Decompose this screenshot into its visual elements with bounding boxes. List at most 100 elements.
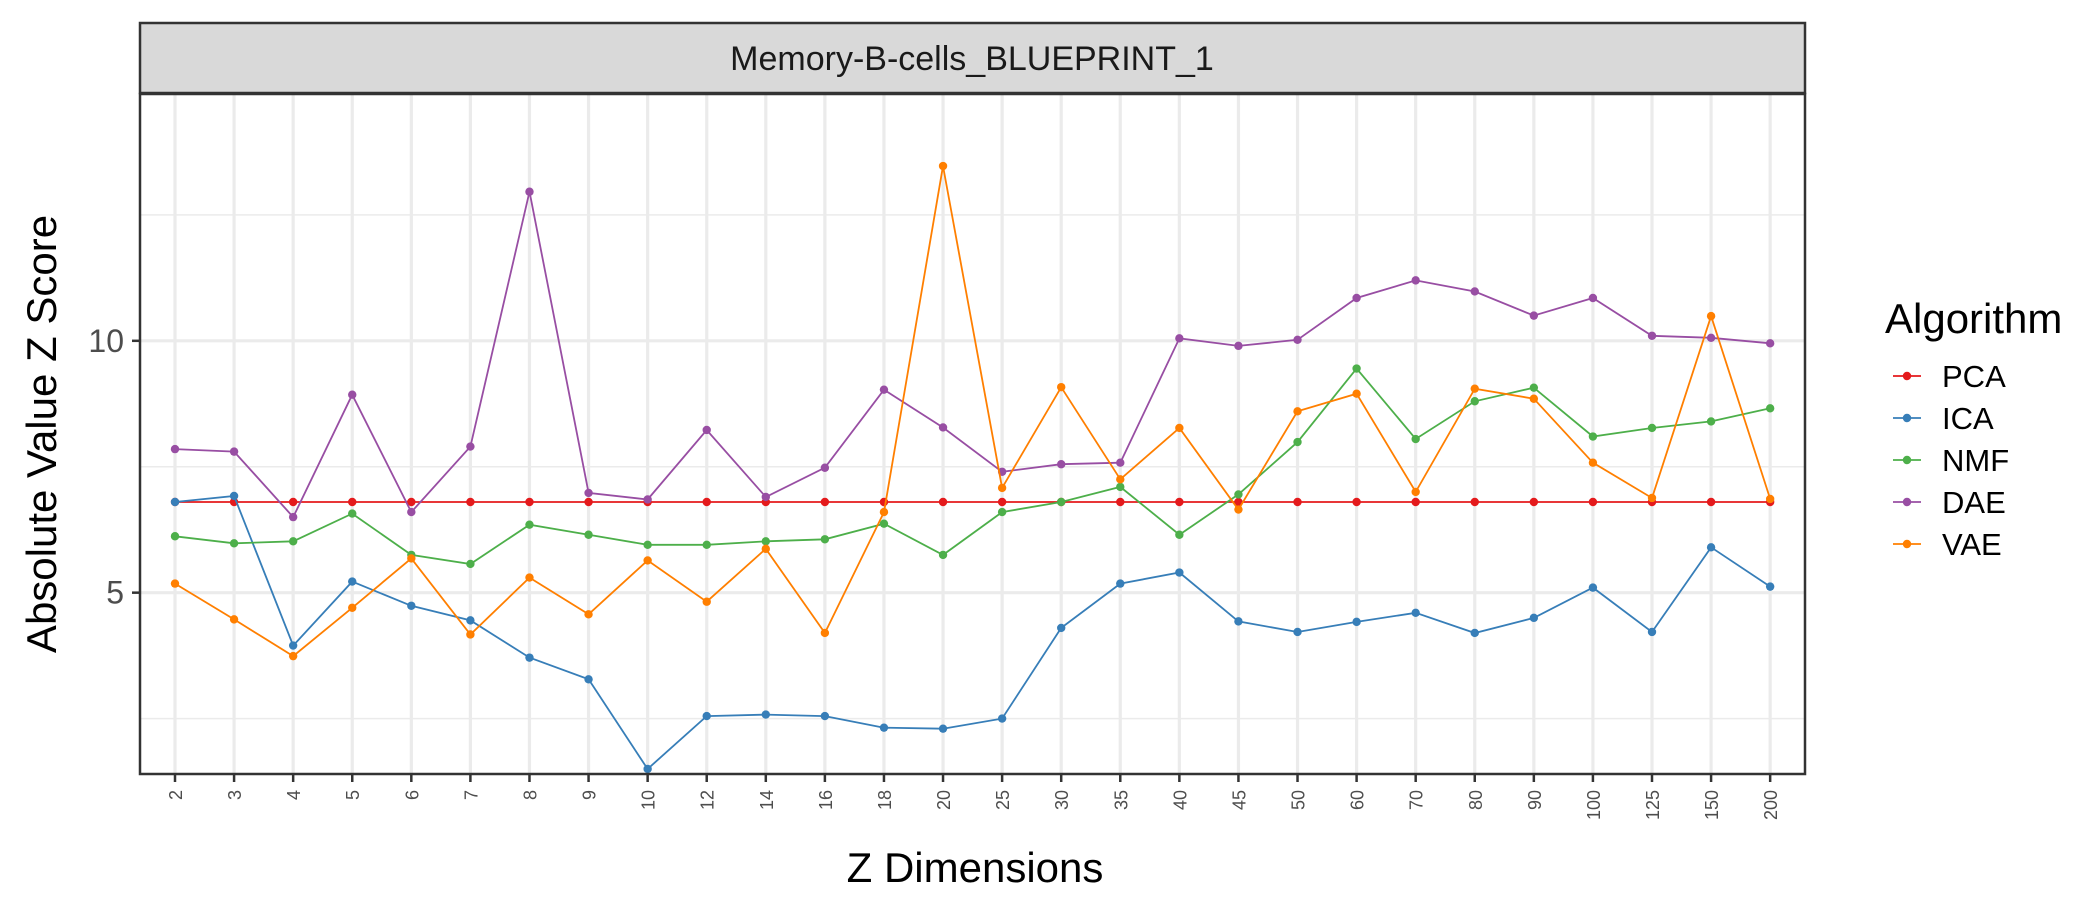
- data-point-vae: [348, 603, 357, 612]
- data-point-dae: [879, 385, 889, 394]
- data-point-dae: [1411, 276, 1420, 285]
- data-point-vae: [466, 630, 475, 639]
- data-point-pca: [702, 497, 711, 507]
- data-point-vae: [1588, 458, 1598, 467]
- x-tick-label: 40: [1170, 790, 1190, 810]
- data-point-nmf: [879, 519, 889, 528]
- data-point-ica: [1234, 617, 1243, 626]
- data-point-nmf: [997, 507, 1007, 517]
- x-tick-label: 30: [1052, 790, 1072, 810]
- data-point-dae: [1765, 339, 1775, 348]
- data-point-nmf: [1765, 404, 1775, 413]
- data-point-pca: [466, 497, 475, 507]
- x-tick-label: 5: [343, 790, 363, 800]
- data-point-dae: [584, 488, 593, 498]
- data-point-pca: [1706, 497, 1716, 507]
- series-lines: [170, 161, 1775, 774]
- data-point-vae: [407, 554, 416, 563]
- data-point-dae: [761, 492, 770, 502]
- x-tick-label: 6: [402, 790, 422, 800]
- x-axis-label: Z Dimensions: [847, 844, 1104, 891]
- data-point-ica: [348, 577, 357, 586]
- chart-title: Memory-B-cells_BLUEPRINT_1: [730, 40, 1214, 78]
- data-point-vae: [1175, 423, 1184, 433]
- data-point-nmf: [1175, 530, 1184, 539]
- data-point-dae: [170, 444, 180, 454]
- legend-item-pca: PCA: [1893, 359, 2006, 394]
- data-point-pca: [938, 497, 948, 507]
- data-point-pca: [1411, 497, 1420, 507]
- data-point-ica: [1765, 582, 1775, 591]
- series-line-vae: [174, 165, 1772, 658]
- plot-panel: [140, 94, 1805, 774]
- data-point-pca: [1234, 497, 1243, 507]
- data-point-nmf: [525, 520, 534, 529]
- data-point-vae: [525, 573, 534, 582]
- data-point-nmf: [1529, 383, 1539, 392]
- data-point-vae: [1765, 494, 1775, 504]
- data-point-nmf: [1234, 490, 1243, 499]
- legend-point-key: [1902, 455, 1912, 465]
- x-tick-label: 9: [580, 790, 600, 800]
- x-tick-label: 12: [698, 790, 718, 810]
- data-point-vae: [1057, 382, 1066, 392]
- data-point-vae: [1647, 493, 1657, 503]
- series-line-dae: [174, 191, 1771, 519]
- data-point-ica: [702, 711, 711, 721]
- data-point-pca: [1352, 497, 1361, 507]
- data-point-dae: [1116, 458, 1125, 467]
- data-point-pca: [584, 497, 593, 507]
- legend-point-key: [1902, 371, 1912, 381]
- x-tick-label: 14: [757, 790, 777, 810]
- data-point-ica: [1116, 579, 1125, 588]
- data-point-vae: [1411, 487, 1420, 497]
- data-point-nmf: [1647, 423, 1657, 433]
- data-point-vae: [761, 544, 770, 554]
- x-tick-label: 50: [1289, 790, 1309, 810]
- x-tick-label: 2: [166, 790, 186, 800]
- data-point-vae: [229, 615, 239, 624]
- data-point-ica: [1293, 627, 1302, 637]
- data-point-pca: [997, 497, 1007, 507]
- data-point-ica: [879, 723, 889, 732]
- data-point-ica: [761, 710, 770, 719]
- data-point-dae: [1588, 293, 1598, 303]
- x-tick-label: 7: [461, 790, 481, 800]
- data-point-dae: [1706, 333, 1716, 342]
- data-point-nmf: [466, 559, 475, 569]
- legend-item-dae: DAE: [1893, 485, 2006, 520]
- x-tick-label: 150: [1702, 790, 1722, 820]
- legend-point-key: [1902, 413, 1912, 423]
- data-point-nmf: [1352, 364, 1361, 373]
- data-point-nmf: [1706, 417, 1716, 426]
- x-tick-label: 25: [993, 790, 1013, 810]
- data-point-pca: [348, 497, 357, 507]
- data-point-nmf: [1588, 432, 1598, 441]
- data-point-nmf: [1293, 437, 1302, 447]
- x-tick-label: 80: [1466, 790, 1486, 810]
- data-point-ica: [1411, 608, 1420, 618]
- x-tick-label: 3: [225, 790, 245, 800]
- data-point-vae: [1116, 475, 1125, 484]
- data-point-dae: [1529, 311, 1539, 320]
- legend-item-nmf: NMF: [1893, 443, 2009, 478]
- data-point-ica: [820, 711, 830, 721]
- data-point-ica: [170, 497, 180, 507]
- data-point-nmf: [170, 532, 180, 541]
- data-point-pca: [1588, 497, 1598, 507]
- x-tick-label: 18: [875, 790, 895, 810]
- data-point-vae: [1293, 407, 1302, 416]
- data-point-vae: [879, 507, 889, 517]
- x-tick-label: 10: [639, 790, 659, 810]
- data-point-pca: [1116, 497, 1125, 507]
- series-nmf: [170, 364, 1775, 569]
- data-point-vae: [938, 161, 948, 171]
- x-tick-label: 20: [934, 790, 954, 810]
- data-point-vae: [820, 628, 830, 638]
- data-point-ica: [1352, 617, 1361, 627]
- data-point-ica: [1057, 623, 1066, 633]
- data-point-dae: [938, 423, 948, 432]
- x-tick-label: 35: [1111, 790, 1131, 810]
- data-point-nmf: [1057, 497, 1066, 507]
